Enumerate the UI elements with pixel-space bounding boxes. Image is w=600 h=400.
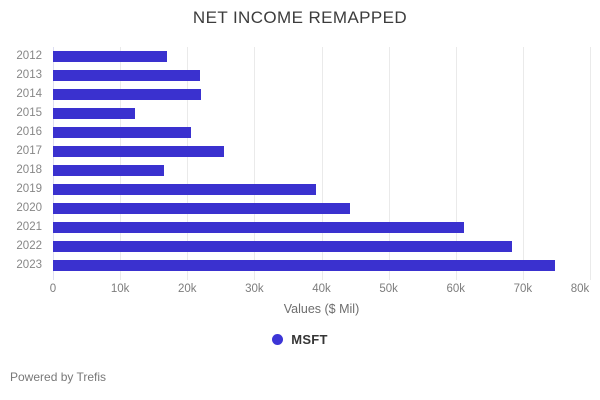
gridline	[522, 47, 524, 280]
bar-2012[interactable]	[53, 51, 168, 62]
bar-2015[interactable]	[53, 108, 135, 119]
y-axis-label-2017: 2017	[16, 145, 42, 157]
x-axis-tick-label-70k: 70k	[513, 283, 533, 295]
legend: MSFT	[0, 332, 600, 347]
bar-2019[interactable]	[53, 184, 317, 195]
bar-2022[interactable]	[53, 241, 513, 252]
x-axis-tick-label-30k: 30k	[245, 283, 264, 295]
bar-2014[interactable]	[53, 89, 202, 100]
y-axis-label-2015: 2015	[16, 107, 42, 119]
x-axis-tick-label-80k: 80k	[570, 283, 590, 295]
plot-area	[53, 47, 591, 280]
gridline	[187, 47, 189, 280]
y-axis-label-2020: 2020	[16, 202, 42, 214]
y-axis-label-2022: 2022	[16, 240, 42, 252]
y-axis-label-2019: 2019	[16, 183, 42, 195]
gridline	[388, 47, 390, 280]
y-axis-label-2018: 2018	[16, 164, 42, 176]
x-axis-tick-label-0: 0	[49, 283, 57, 295]
x-axis-title: Values ($ Mil)	[283, 302, 360, 316]
x-axis-tick-label-10k: 10k	[110, 283, 130, 295]
y-axis-label-2016: 2016	[16, 126, 42, 138]
gridline	[455, 47, 457, 280]
legend-item-msft[interactable]: MSFT	[272, 332, 328, 347]
gridline	[590, 47, 591, 280]
bar-2013[interactable]	[53, 70, 200, 81]
bar-2018[interactable]	[53, 165, 164, 176]
gridline	[321, 47, 323, 280]
bar-2023[interactable]	[53, 260, 556, 271]
bar-2017[interactable]	[53, 146, 225, 157]
gridline	[254, 47, 256, 280]
x-axis-tick-label-40k: 40k	[312, 283, 331, 295]
y-axis-label-2013: 2013	[16, 69, 42, 81]
gridline	[120, 47, 122, 280]
legend-dot-icon	[272, 334, 284, 345]
x-axis-tick-label-20k: 20k	[177, 283, 197, 295]
bar-2016[interactable]	[53, 127, 191, 138]
chart-title: NET INCOME REMAPPED	[192, 8, 408, 27]
zero-gridline	[53, 47, 54, 280]
y-axis-label-2014: 2014	[16, 88, 42, 100]
x-axis-tick-label-50k: 50k	[379, 283, 398, 295]
y-axis-label-2021: 2021	[16, 221, 42, 233]
footer-credit: Powered by Trefis	[10, 370, 107, 384]
x-axis-tick-label-60k: 60k	[446, 283, 466, 295]
bar-2020[interactable]	[53, 203, 351, 214]
legend-label: MSFT	[291, 332, 328, 347]
bar-2021[interactable]	[53, 222, 465, 233]
y-axis-label-2023: 2023	[16, 259, 42, 271]
y-axis-label-2012: 2012	[16, 50, 42, 62]
